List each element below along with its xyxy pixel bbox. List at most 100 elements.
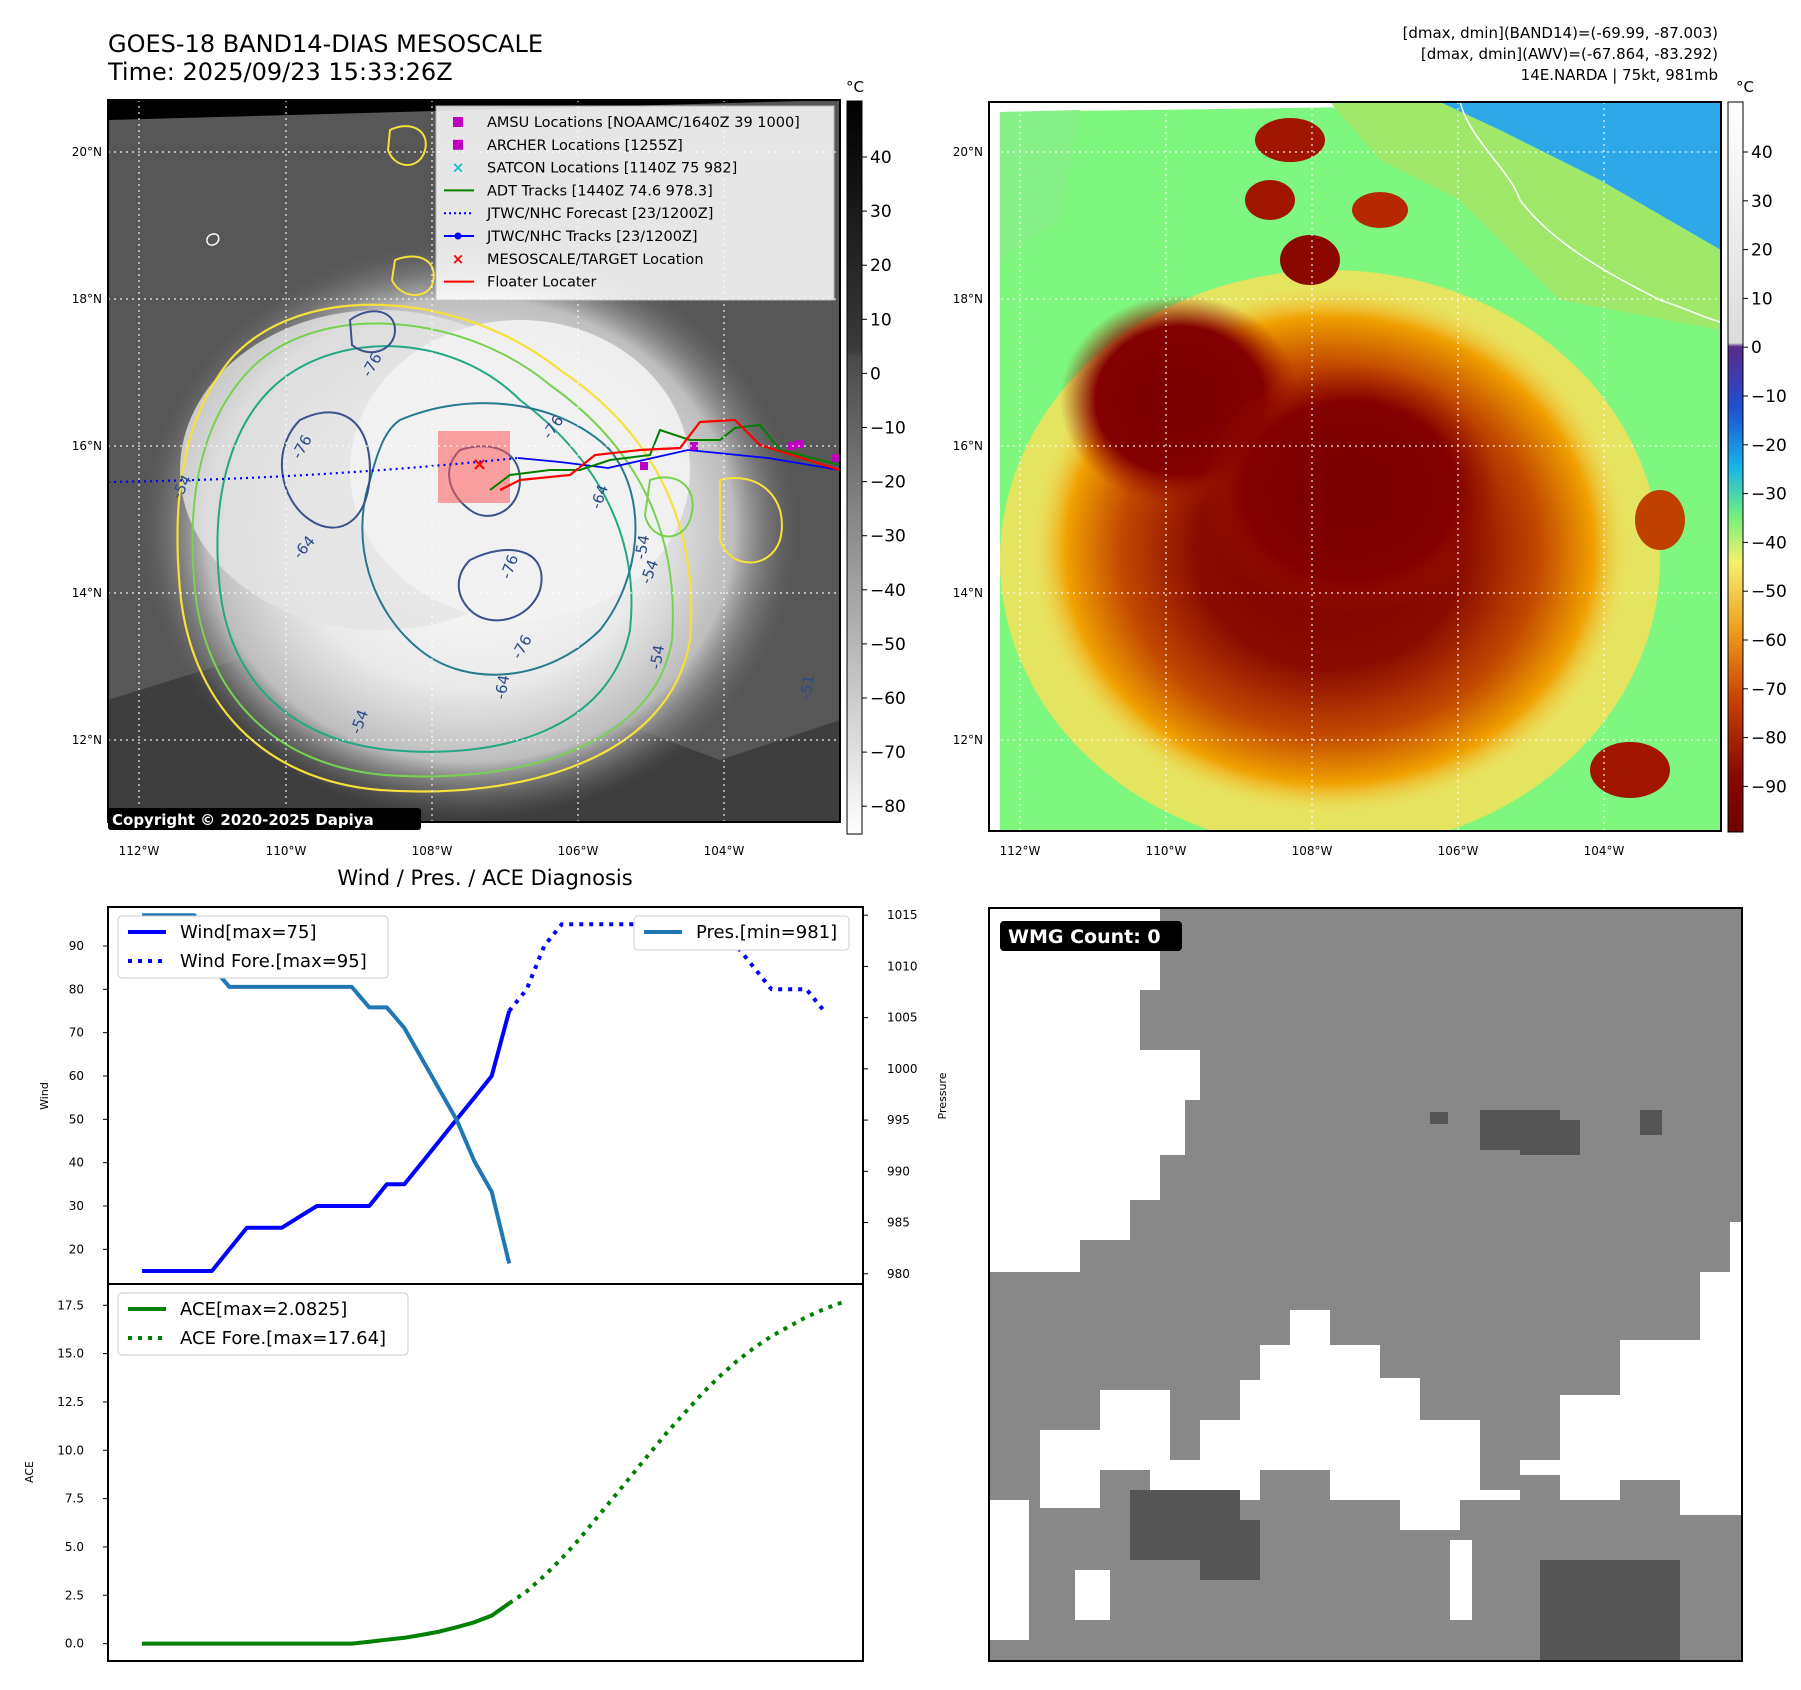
gray-colorbar-tick: −60 [870,689,906,709]
series-line [508,1300,843,1605]
gray-colorbar-tick: −30 [870,527,906,547]
ace-axis-ticks: 0.0 2.5 5.0 7.5 10.0 12.5 15.0 17.5 [57,1298,108,1651]
gray-colorbar-tick: 10 [870,310,892,330]
lon-tick-label: 104°W [1584,844,1625,858]
wind-tick-label: 70 [69,1026,84,1040]
series-line [142,913,512,1264]
color-colorbar-tick: −50 [1751,582,1787,602]
color-colorbar-tick: −30 [1751,485,1787,505]
legend-label: ACE Fore.[max=17.64] [180,1328,386,1349]
legend-x-marker: × [452,250,465,268]
contour-label: -54 [646,643,668,670]
gray-colorbar-tick: 20 [870,256,892,276]
lon-tick-label: 110°W [1146,844,1187,858]
gray-colorbar-tick: −10 [870,419,906,439]
lat-tick-label: 18°N [953,292,983,306]
color-colorbar-tick: −40 [1751,533,1787,553]
contour-label: -51 [796,673,818,700]
lon-tick-label: 108°W [1292,844,1333,858]
lat-ticks-left: 20°N 18°N 16°N 14°N 12°N [72,145,102,747]
pressure-tick-label: 1005 [887,1011,918,1025]
map-legend-label: JTWC/NHC Tracks [23/1200Z] [486,229,698,245]
color-colorbar-tick: −70 [1751,680,1787,700]
map-legend-label: MESOSCALE/TARGET Location [487,252,704,268]
wind-tick-label: 60 [69,1069,84,1083]
ace-tick-label: 12.5 [57,1395,84,1409]
pressure-tick-label: 980 [887,1267,910,1281]
color-colorbar-tick: 30 [1751,192,1773,212]
legend-label: Wind[max=75] [180,922,317,943]
map-legend-label: JTWC/NHC Forecast [23/1200Z] [486,206,713,222]
series-line [142,1601,511,1646]
pressure-axis-ticks: 980 985 990 995 1000 1005 1010 1015 [863,908,918,1281]
legend-x-marker: × [452,159,465,177]
stats-awv: [dmax, dmin](AWV)=(-67.864, -83.292) [1421,45,1718,63]
wind-tick-label: 20 [69,1242,84,1256]
wind-legend-box [117,915,389,979]
pressure-tick-label: 1000 [887,1062,918,1076]
ace-tick-label: 17.5 [57,1298,84,1312]
color-colorbar-tick: 0 [1751,338,1762,358]
contour-label: -64 [491,673,513,700]
gray-colorbar-tick: −50 [870,635,906,655]
gray-colorbar-tick: 30 [870,202,892,222]
lat-tick-label: 14°N [953,586,983,600]
pressure-tick-label: 995 [887,1113,910,1127]
wind-tick-label: 50 [69,1112,84,1126]
lon-tick-label: 112°W [119,844,160,858]
ace-tick-label: 15.0 [57,1347,84,1361]
figure-title: GOES-18 BAND14-DIAS MESOSCALE [108,30,543,58]
legend-square-marker [453,139,463,150]
lon-tick-label: 104°W [704,844,745,858]
pressure-tick-label: 990 [887,1164,910,1178]
gray-colorbar-tick: 0 [870,364,881,384]
awv-map [988,101,1722,832]
wind-tick-label: 80 [69,982,84,996]
lat-ticks-right: 20°N 18°N 16°N 14°N 12°N [953,145,983,747]
gray-colorbar-tick: −20 [870,473,906,493]
wind-tick-label: 40 [69,1156,84,1170]
wind-tick-label: 30 [69,1199,84,1213]
legend-label: Pres.[min=981] [696,922,837,943]
wmg-count-label: WMG Count: 0 [1008,926,1161,948]
lon-ticks-right: 112°W 110°W 108°W 106°W 104°W [1000,844,1625,858]
color-colorbar-tick: −10 [1751,387,1787,407]
wind-axis-ticks: 20 30 40 50 60 70 80 90 [69,939,108,1256]
gray-colorbar-tick: 40 [870,148,892,168]
storm-info: 14E.NARDA | 75kt, 981mb [1521,66,1718,84]
color-colorbar-tick: 40 [1751,143,1773,163]
series-line [142,1010,512,1273]
color-colorbar-unit: °C [1736,78,1754,96]
wind-pressure-chart: Wind Pressure 20 30 40 50 60 70 80 90 980 985 990… [38,906,949,1285]
color-colorbar-tick: 20 [1751,241,1773,261]
gray-colorbar [846,100,863,835]
gray-colorbar-tick: −40 [870,581,906,601]
ace-tick-label: 0.0 [65,1637,84,1651]
lat-tick-label: 18°N [72,292,102,306]
lon-tick-label: 106°W [1438,844,1479,858]
pressure-tick-label: 985 [887,1216,910,1230]
color-colorbar-ticks: 40 30 20 10 0 −10 −20 −30 −40 −50 −60 −70 −80 −90 [1743,143,1787,797]
legend-dot [454,232,462,240]
lon-tick-label: 108°W [412,844,453,858]
lat-tick-label: 16°N [953,439,983,453]
map-legend-label: ADT Tracks [1440Z 74.6 978.3] [487,183,713,199]
lat-tick-label: 20°N [72,145,102,159]
diagnosis-title: Wind / Pres. / ACE Diagnosis [337,866,632,890]
color-colorbar-tick: −60 [1751,631,1787,651]
lon-ticks-left: 112°W 110°W 108°W 106°W 104°W [119,844,745,858]
stats-band14: [dmax, dmin](BAND14)=(-69.99, -87.003) [1403,24,1718,42]
ace-tick-label: 10.0 [57,1443,84,1457]
map-legend-label: ARCHER Locations [1255Z] [487,138,683,154]
ace-tick-label: 7.5 [65,1492,84,1506]
map-legend-label: SATCON Locations [1140Z 75 982] [487,161,737,177]
lat-tick-label: 12°N [72,733,102,747]
series-line [507,922,826,1013]
map-legend-box [435,105,835,301]
pressure-tick-label: 1015 [887,908,918,922]
pressure-tick-label: 1010 [887,959,918,973]
lon-tick-label: 106°W [558,844,599,858]
legend-label: ACE[max=2.0825] [180,1299,347,1320]
wind-axis-label: Wind [38,1082,51,1110]
